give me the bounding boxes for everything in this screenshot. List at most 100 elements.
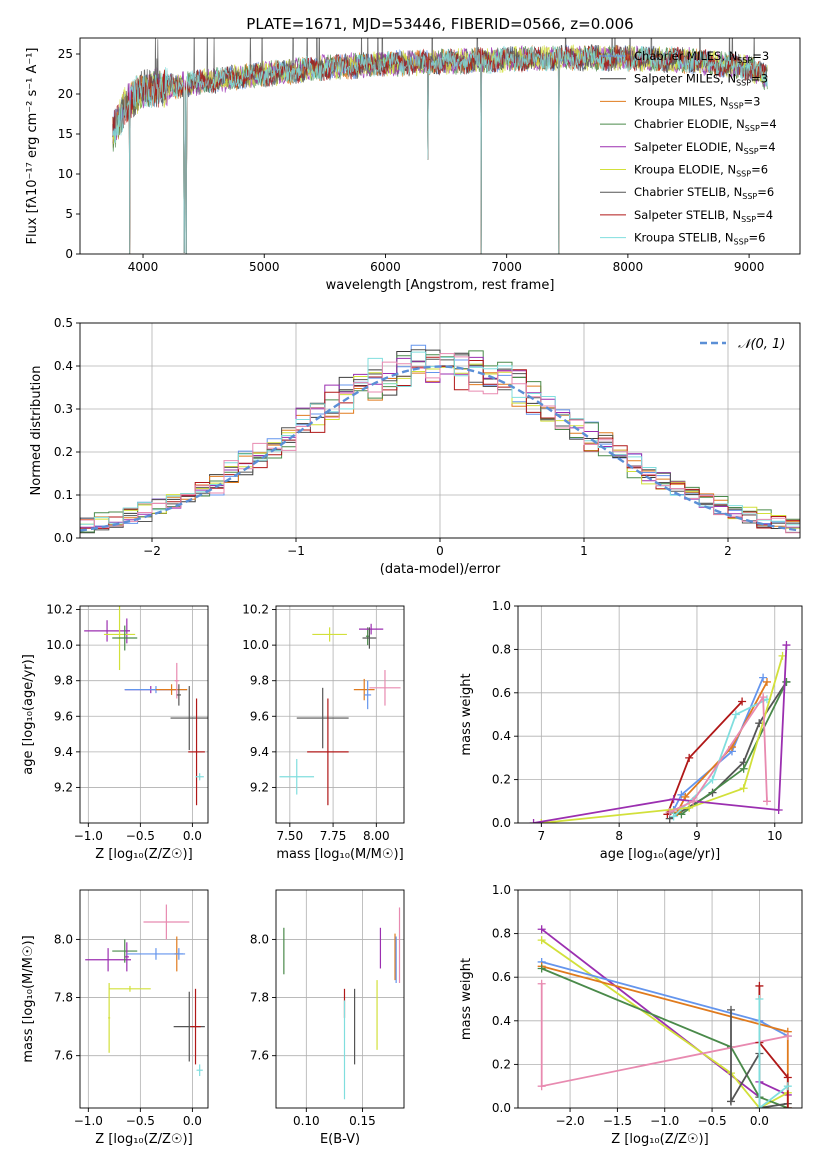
x-tick-label: −1.0 (74, 829, 103, 843)
legend-entry-subscript: SSP (745, 124, 760, 133)
y-tick-label: 0.6 (492, 970, 511, 984)
weight-marker (537, 936, 546, 945)
data-point (124, 942, 129, 972)
legend-entry: Chabrier MILES, NSSP=3 (634, 49, 769, 65)
data-point (369, 670, 401, 706)
spectrum-series-line (112, 45, 768, 254)
weight-marker (669, 795, 678, 804)
weight-marker (537, 925, 546, 934)
data-point (174, 948, 184, 960)
x-tick-label: −0.5 (697, 1114, 726, 1128)
y-tick-label: 0.4 (492, 729, 511, 743)
spectrum-panel: 4000 5000 6000 7000 8000 9000 0 5 10 15 20 25 wavele… (25, 37, 801, 293)
residuals-legend: 𝒩(0, 1) (700, 337, 785, 352)
data-point (170, 686, 208, 751)
y-tick-label: 0.2 (492, 1057, 511, 1071)
legend-entry: 𝒩(0, 1) (738, 337, 785, 352)
legend-entry-suffix: =4 (756, 208, 773, 222)
axes-frame (79, 889, 209, 1109)
weight-marker (708, 775, 717, 784)
y-tick-label: 25 (58, 47, 73, 61)
weight-marker (759, 693, 768, 702)
axes-frame (517, 605, 803, 824)
plot-area (84, 606, 208, 806)
y-tick-label: 9.4 (250, 745, 269, 759)
legend-entry-subscript: SSP (744, 147, 759, 156)
data-point (312, 627, 347, 642)
axes-frame (517, 889, 803, 1109)
y-tick-label: 7.6 (250, 1049, 269, 1063)
legend-entry-label: Chabrier STELIB, N (634, 185, 742, 199)
weight-marker (685, 803, 694, 812)
residuals-panel: −2 −1 0 1 2 0.0 0.1 0.2 0.3 0.4 0.5 (data-model)/er… (29, 316, 801, 577)
legend-entry-suffix: =6 (749, 231, 766, 245)
y-tick-label: 9.4 (54, 745, 73, 759)
y-tick-label: 9.8 (54, 674, 73, 688)
weight-marker (529, 819, 538, 823)
weight-vs-age-panel: 7 8 9 10 0.0 0.2 0.4 0.6 0.8 1.0 age [log₁₀(age/yr… (459, 599, 803, 862)
x-tick-label: 7.50 (276, 829, 303, 843)
legend-entry-label: Salpeter STELIB, N (634, 208, 741, 222)
legend-entry-suffix: =6 (751, 163, 768, 177)
weight-series-line (669, 694, 768, 813)
y-tick-label: 20 (58, 87, 73, 101)
x-tick-label: 0.15 (349, 1114, 376, 1128)
data-point (112, 939, 138, 963)
y-tick-label: 0.0 (492, 816, 511, 830)
legend-entry-subscript: SSP (742, 192, 757, 201)
weight-series (755, 995, 792, 1108)
x-tick-label: 5000 (249, 260, 280, 274)
x-axis-label: age [log₁₀(age/yr)] (600, 847, 721, 862)
data-point (190, 988, 201, 1065)
data-point (279, 758, 315, 795)
legend-entry-suffix: =6 (757, 185, 774, 199)
weight-series-line (541, 939, 789, 1108)
y-tick-label: 0.0 (492, 1101, 511, 1115)
y-tick-label: 1.0 (492, 883, 511, 897)
data-point (307, 698, 349, 806)
legend-entry: Salpeter MILES, NSSP=3 (634, 72, 768, 88)
gridlines (276, 890, 404, 1108)
weight-marker (782, 677, 791, 686)
y-tick-label: 10.0 (242, 638, 269, 652)
x-tick-label: −1 (287, 544, 305, 558)
x-tick-label: −1.5 (603, 1114, 632, 1128)
legend-entry-suffix: =4 (760, 117, 777, 131)
figure-title: PLATE=1671, MJD=53446, FIBERID=0566, z=0… (246, 15, 633, 33)
weight-series-line (541, 655, 784, 823)
plot-area (85, 904, 205, 1077)
legend-entry-suffix: =4 (759, 140, 776, 154)
y-tick-label: 0.8 (492, 927, 511, 941)
axes-frame (275, 889, 405, 1109)
x-tick-label: 1 (580, 544, 588, 558)
y-tick-label: 0.3 (54, 402, 73, 416)
x-tick-label: 8000 (613, 260, 644, 274)
legend-entry: Kroupa ELODIE, NSSP=6 (634, 163, 768, 179)
weight-marker (783, 1104, 792, 1108)
weight-marker (689, 797, 698, 806)
x-tick-label: 0 (436, 544, 444, 558)
y-tick-label: 15 (58, 127, 73, 141)
data-point (196, 1064, 203, 1077)
x-tick-label: −2 (143, 544, 161, 558)
y-tick-label: 0.0 (54, 531, 73, 545)
legend-entry-label: Kroupa STELIB, N (634, 231, 734, 245)
weight-marker (685, 753, 694, 762)
data-point (362, 627, 377, 649)
legend-entry-label: Kroupa ELODIE, N (634, 163, 736, 177)
x-tick-label: 0.0 (750, 1114, 769, 1128)
y-tick-label: 10.2 (242, 603, 269, 617)
legend-entry: Kroupa STELIB, NSSP=6 (634, 231, 765, 247)
weight-marker (782, 641, 791, 650)
legend-entry-suffix: =3 (752, 49, 769, 63)
spectrum-legend: Chabrier MILES, NSSP=3 Salpeter MILES, NS… (600, 49, 777, 247)
weight-series (537, 979, 792, 1091)
data-point (108, 983, 111, 1053)
y-tick-label: 1.0 (492, 599, 511, 613)
mass-vs-reddening-panel: 0.10 0.15 7.6 7.8 8.0 E(B-V) (250, 889, 405, 1147)
x-tick-label: 7 (538, 829, 546, 843)
legend-entry-subscript: SSP (737, 56, 752, 65)
gridlines (80, 606, 208, 823)
weight-marker (738, 697, 747, 706)
x-tick-label: 0.0 (183, 829, 202, 843)
